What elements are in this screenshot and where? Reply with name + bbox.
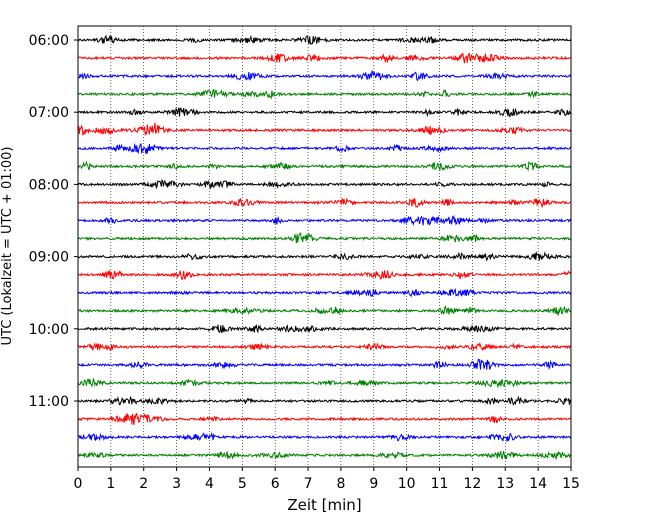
y-axis-ticks: 06:00 07:00 08:00 09:00 10:00 11:00 [29,33,78,410]
x-tick-label: 0 [74,476,83,492]
plot-frame [77,25,572,468]
seismic-trace [77,358,571,371]
x-tick-label: 7 [304,476,313,492]
x-tick-label: 11 [431,476,449,492]
seismic-trace [77,214,572,227]
seismic-trace [77,341,572,352]
x-tick-label: 2 [139,476,148,492]
seismic-trace [77,69,572,82]
seismic-trace [77,323,572,334]
y-tick-label: 06:00 [29,33,69,49]
y-tick-label: 07:00 [29,105,69,121]
seismic-trace [77,142,572,155]
seismic-trace [77,431,572,442]
y-tick-label: 11:00 [29,394,69,410]
x-tick-label: 5 [238,476,247,492]
y-axis-label: UTC (Lokalzeit = UTC + 01:00) [0,147,15,346]
seismic-trace [77,251,571,262]
seismic-trace [77,395,572,406]
x-tick-label: 3 [172,476,181,492]
seismic-trace [77,197,572,209]
seismic-trace [77,305,571,316]
x-axis-label: Zeit [min] [287,496,361,514]
x-tick-label: 12 [463,476,481,492]
seismic-trace [77,160,571,172]
seismic-trace [77,287,572,298]
x-tick-label: 15 [562,476,580,492]
y-tick-label: 08:00 [29,177,69,193]
seismic-trace [77,34,572,45]
y-tick-label: 10:00 [29,322,69,338]
x-tick-label: 9 [369,476,378,492]
x-tick-label: 10 [398,476,416,492]
seismic-trace [77,89,572,100]
x-tick-label: 13 [496,476,514,492]
seismic-trace [77,377,572,389]
seismic-trace [77,122,572,137]
x-tick-label: 4 [205,476,214,492]
seismic-trace [77,450,572,460]
seismic-trace [77,52,571,64]
x-tick-label: 6 [271,476,280,492]
seismic-trace [77,107,572,118]
trace-group [77,34,572,460]
y-tick-label: 09:00 [29,250,69,266]
x-axis-ticks: 0 1 2 3 4 5 6 7 8 9 10 11 12 13 14 15 [74,467,580,492]
seismic-trace [77,269,572,280]
x-tick-label: 8 [336,476,345,492]
seismic-trace [77,179,572,190]
seismic-trace [77,232,572,244]
x-tick-label: 14 [529,476,547,492]
x-tick-label: 1 [106,476,115,492]
seismic-trace [77,412,571,426]
